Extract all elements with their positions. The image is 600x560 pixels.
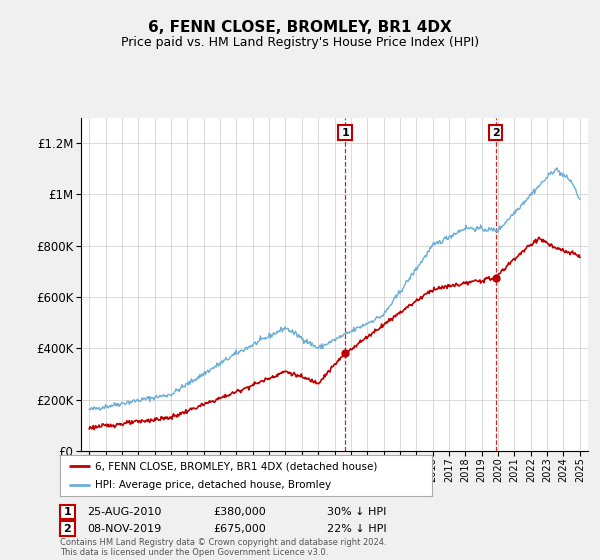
Text: 6, FENN CLOSE, BROMLEY, BR1 4DX: 6, FENN CLOSE, BROMLEY, BR1 4DX bbox=[148, 20, 452, 35]
Text: 22% ↓ HPI: 22% ↓ HPI bbox=[327, 524, 386, 534]
Text: 1: 1 bbox=[64, 507, 71, 517]
Text: 25-AUG-2010: 25-AUG-2010 bbox=[87, 507, 161, 517]
Text: 2: 2 bbox=[64, 524, 71, 534]
Text: Contains HM Land Registry data © Crown copyright and database right 2024.
This d: Contains HM Land Registry data © Crown c… bbox=[60, 538, 386, 557]
Text: 6, FENN CLOSE, BROMLEY, BR1 4DX (detached house): 6, FENN CLOSE, BROMLEY, BR1 4DX (detache… bbox=[95, 461, 378, 471]
Text: £675,000: £675,000 bbox=[213, 524, 266, 534]
Text: HPI: Average price, detached house, Bromley: HPI: Average price, detached house, Brom… bbox=[95, 480, 331, 489]
Text: 08-NOV-2019: 08-NOV-2019 bbox=[87, 524, 161, 534]
Text: £380,000: £380,000 bbox=[213, 507, 266, 517]
Text: 2: 2 bbox=[492, 128, 499, 138]
Text: 30% ↓ HPI: 30% ↓ HPI bbox=[327, 507, 386, 517]
Text: Price paid vs. HM Land Registry's House Price Index (HPI): Price paid vs. HM Land Registry's House … bbox=[121, 36, 479, 49]
Text: 1: 1 bbox=[341, 128, 349, 138]
